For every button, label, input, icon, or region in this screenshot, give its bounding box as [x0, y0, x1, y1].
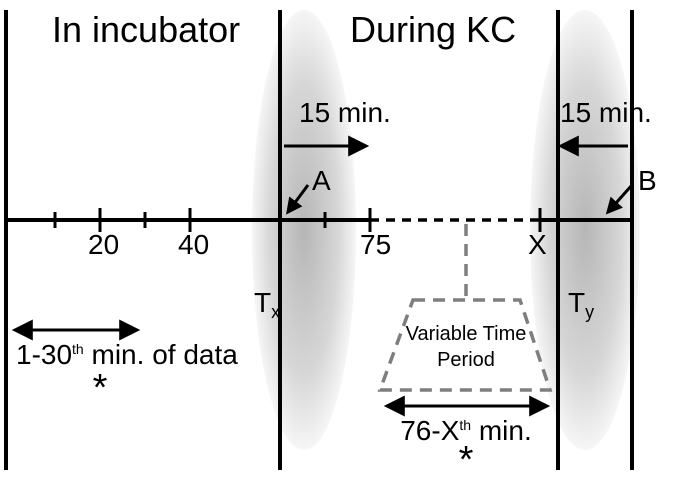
top-label-right: During KC — [350, 9, 516, 50]
tick-label-x: X — [528, 229, 547, 260]
fifteen-min-left-label: 15 min. — [299, 97, 391, 128]
tick-label-20: 20 — [88, 229, 119, 260]
event-b-label: B — [638, 165, 657, 196]
fifteen-min-right-label: 15 min. — [560, 97, 652, 128]
tick-label-40: 40 — [178, 229, 209, 260]
timeline-diagram: 20 40 75 X In incubator During KC 15 min… — [0, 0, 685, 501]
left-range-label: 1-30th min. of data — [16, 339, 238, 370]
tick-label-75: 75 — [360, 229, 391, 260]
top-label-left: In incubator — [52, 9, 240, 50]
vtp-text1: Variable Time — [406, 323, 527, 345]
shadow-blob — [252, 10, 356, 450]
vtp-text2: Period — [437, 349, 495, 371]
event-a-label: A — [312, 165, 331, 196]
vtp-trapezoid — [380, 300, 550, 390]
asterisk-left: * — [93, 367, 108, 409]
asterisk-bottom: * — [459, 439, 474, 481]
